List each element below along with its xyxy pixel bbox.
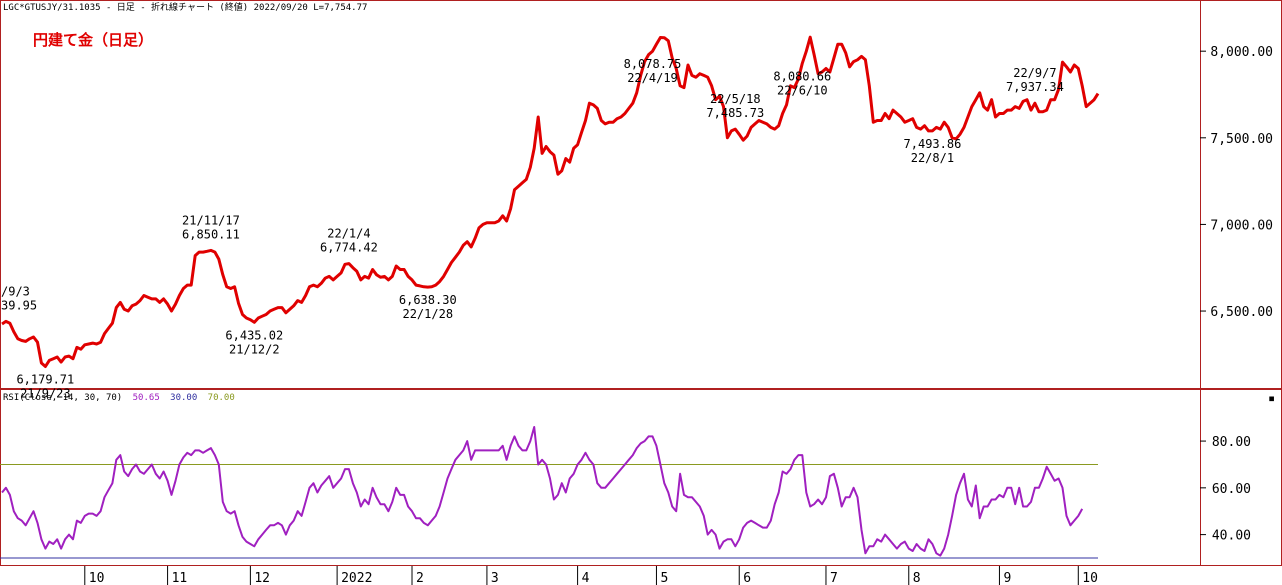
price-ytick-label: 6,500.00 [1210, 305, 1273, 320]
trough-date-label: 22/4/19 [627, 71, 678, 85]
trough-date-label: 21/9/23 [20, 386, 71, 400]
peak-date-label: 22/9/7 [1013, 66, 1056, 80]
xtick-label: 2 [416, 571, 424, 585]
rsi-last-value: 50.65 [133, 393, 160, 403]
trough-date-label: 22/6/10 [777, 83, 828, 97]
rsi-ytick-label: 40.00 [1212, 529, 1251, 544]
rsi-header: RSI(Close, 14, 30, 70) 50.65 30.00 70.00 [3, 393, 235, 403]
xtick-label: 8 [913, 571, 921, 585]
rsi-low-level: 30.00 [170, 393, 197, 403]
xtick-label: 3 [491, 571, 499, 585]
xtick-label: 9 [1003, 571, 1011, 585]
price-series-line [1, 35, 1100, 368]
peak-value-label: 6,850.11 [182, 227, 240, 241]
rsi-label: RSI(Close, 14, 30, 70) [3, 393, 122, 403]
peak-value-label: 7,937.34 [1006, 80, 1064, 94]
peak-date-label: 21/11/17 [182, 213, 240, 227]
symbol-header: LGC*GTUSJY/31.1035 - 日足 - 折れ線チャート (終値) 2… [3, 1, 367, 13]
xtick-label: 10 [89, 571, 105, 585]
rsi-high-level: 70.00 [208, 393, 235, 403]
trough-value-label: 6,435.02 [225, 328, 283, 342]
xtick-label: 11 [172, 571, 188, 585]
xtick-label: 10 [1082, 571, 1098, 585]
x-axis: 10 11 12 2022 2 3 4 5 6 7 8 9 10 [84, 566, 1098, 585]
rsi-panel-frame [0, 389, 1282, 566]
rsi-series-line [1, 426, 1084, 557]
price-ytick-label: 8,000.00 [1210, 45, 1273, 60]
xtick-label: 2022 [341, 571, 372, 585]
peak-date-label: 22/1/4 [327, 227, 370, 241]
trough-value-label: 7,493.86 [904, 137, 962, 151]
trough-value-label: 8,078.75 [624, 57, 682, 71]
xtick-label: 5 [660, 571, 668, 585]
panel-close-box-icon[interactable]: ▪ [1268, 391, 1275, 405]
peak-value-label: 39.95 [1, 298, 37, 312]
xtick-label: 4 [582, 571, 590, 585]
price-ytick-label: 7,000.00 [1210, 218, 1273, 233]
peak-value-label: 6,774.42 [320, 241, 378, 255]
peak-date-label: /9/3 [1, 284, 30, 298]
trough-value-label: 6,638.30 [399, 293, 457, 307]
rsi-ytick-label: 80.00 [1212, 435, 1251, 450]
rsi-ytick-label: 60.00 [1212, 482, 1251, 497]
chart-title: 円建て金（日足） [33, 31, 153, 49]
price-ytick-label: 7,500.00 [1210, 132, 1273, 147]
peak-date-label: 22/5/18 [710, 92, 761, 106]
peak-value-label: 7,485.73 [706, 106, 764, 120]
rsi-chart: 40.00 60.00 80.00 [0, 426, 1251, 559]
trough-value-label: 6,179.71 [16, 372, 74, 386]
trough-date-label: 22/8/1 [911, 151, 954, 165]
trough-date-label: 21/12/2 [229, 342, 280, 356]
price-chart: 6,500.00 7,000.00 7,500.00 8,000.00/9/339.9… [1, 35, 1273, 400]
xtick-label: 12 [254, 571, 270, 585]
trough-value-label: 8,080.66 [773, 69, 831, 83]
trough-date-label: 22/1/28 [402, 307, 453, 321]
xtick-label: 7 [830, 571, 838, 585]
xtick-label: 6 [743, 571, 751, 585]
